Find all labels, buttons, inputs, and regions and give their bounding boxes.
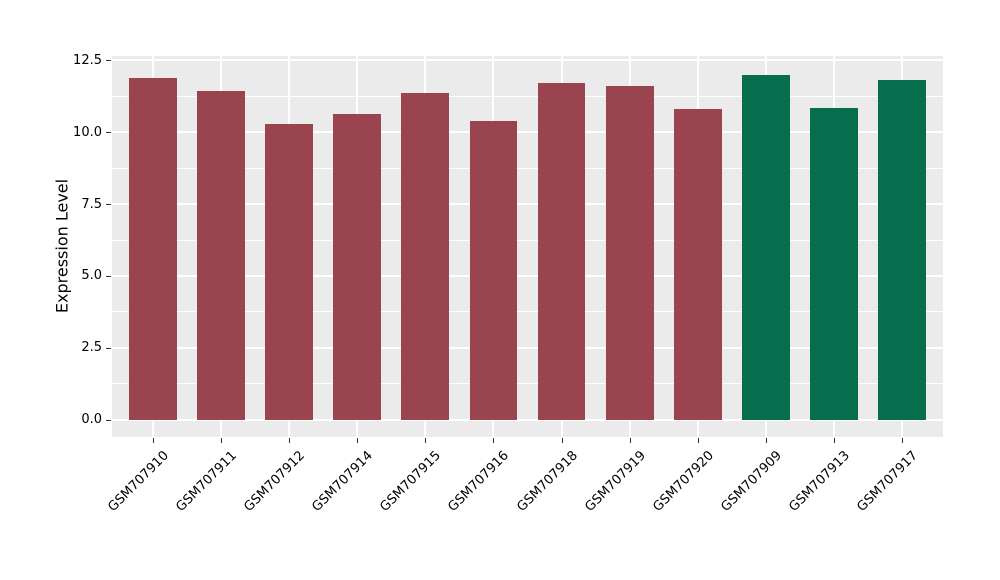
- major-gridline: [112, 203, 943, 206]
- bar-GSM707920: [673, 109, 722, 420]
- x-tick-label: GSM707912: [241, 448, 308, 515]
- x-tick-mark: [902, 438, 904, 443]
- minor-gridline: [112, 383, 943, 385]
- x-tick-label: GSM707918: [513, 448, 581, 515]
- x-tick-mark: [834, 438, 836, 443]
- x-tick-mark: [425, 438, 427, 443]
- x-tick-label: GSM707916: [445, 448, 513, 515]
- bar-GSM707910: [129, 77, 177, 420]
- y-tick-mark: [106, 419, 111, 421]
- x-tick-mark: [357, 438, 359, 443]
- major-gridline: [112, 131, 943, 134]
- major-gridline: [112, 274, 943, 277]
- minor-gridline: [112, 239, 943, 241]
- bar-GSM707915: [401, 93, 450, 420]
- x-tick-mark: [561, 438, 563, 443]
- minor-gridline: [112, 311, 943, 313]
- y-tick-mark: [106, 132, 111, 134]
- bar-GSM707916: [469, 120, 518, 420]
- x-tick-label: GSM707919: [581, 448, 649, 515]
- minor-gridline: [112, 95, 943, 97]
- y-tick-mark: [106, 204, 111, 206]
- plot-panel: [112, 56, 943, 437]
- y-tick-label: 12.5: [73, 52, 102, 68]
- x-tick-label: GSM707920: [650, 448, 717, 515]
- x-tick-label: GSM707915: [377, 448, 445, 515]
- y-tick-label: 7.5: [81, 196, 102, 212]
- y-tick-label: 10.0: [73, 124, 102, 140]
- bar-GSM707917: [878, 80, 926, 420]
- y-tick-label: 5.0: [81, 268, 102, 284]
- x-tick-label: GSM707911: [173, 448, 240, 515]
- x-tick-mark: [493, 438, 495, 443]
- minor-gridline: [112, 167, 943, 169]
- bar-GSM707914: [333, 113, 382, 420]
- bar-GSM707913: [810, 107, 858, 420]
- x-tick-mark: [765, 438, 767, 443]
- x-tick-mark: [629, 438, 631, 443]
- y-tick-label: 2.5: [81, 340, 102, 356]
- major-gridline: [112, 59, 943, 62]
- x-tick-label: GSM707913: [786, 448, 853, 515]
- x-tick-label: GSM707917: [854, 448, 922, 515]
- y-tick-mark: [106, 347, 111, 349]
- x-tick-label: GSM707914: [309, 448, 377, 515]
- x-tick-label: GSM707910: [105, 448, 172, 515]
- bar-GSM707919: [605, 86, 654, 420]
- major-gridline: [112, 418, 943, 421]
- bar-GSM707918: [537, 83, 586, 420]
- bar-GSM707912: [265, 123, 313, 420]
- major-gridline: [112, 346, 943, 349]
- x-tick-mark: [152, 438, 154, 443]
- bar-GSM707911: [197, 90, 245, 420]
- x-tick-mark: [697, 438, 699, 443]
- x-tick-mark: [289, 438, 291, 443]
- bar-GSM707909: [742, 74, 790, 420]
- y-tick-mark: [106, 60, 111, 62]
- y-tick-label: 0.0: [81, 412, 102, 428]
- y-tick-mark: [106, 275, 111, 277]
- x-tick-mark: [220, 438, 222, 443]
- x-tick-label: GSM707909: [718, 448, 785, 515]
